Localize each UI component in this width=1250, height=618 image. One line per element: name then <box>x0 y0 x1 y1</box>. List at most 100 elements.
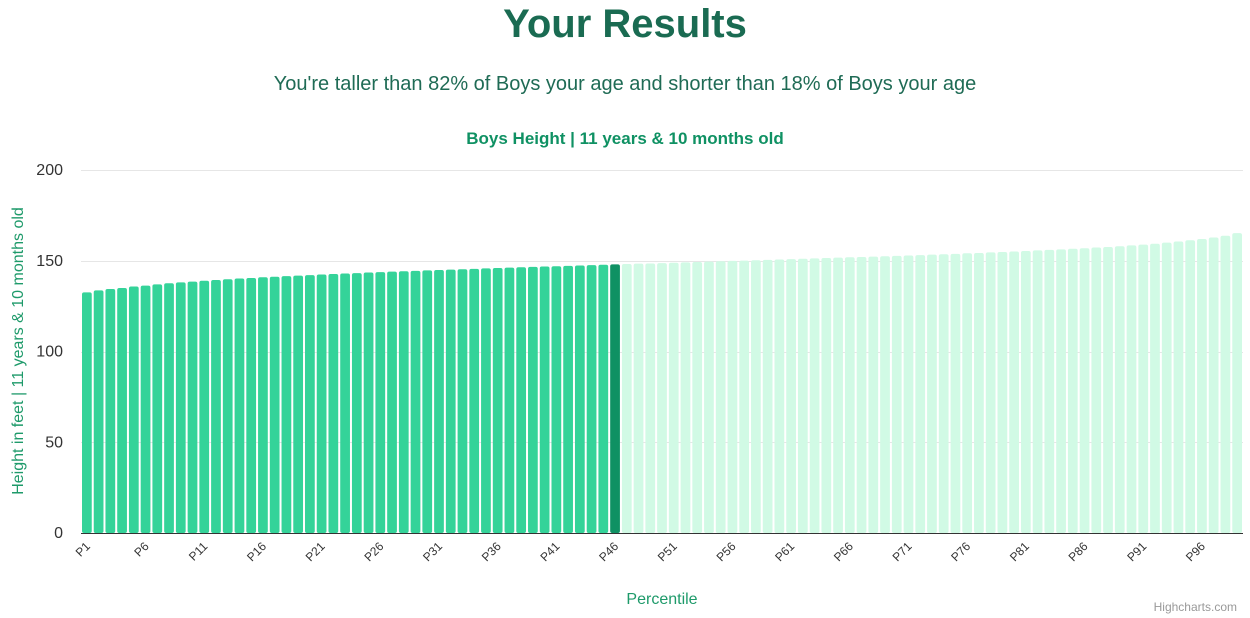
bar-p12[interactable] <box>211 279 221 533</box>
bar-p85[interactable] <box>1067 248 1078 533</box>
bar-p83[interactable] <box>1044 249 1055 534</box>
bar-p44[interactable] <box>586 265 597 533</box>
bar-p17[interactable] <box>269 276 280 533</box>
bar-p14[interactable] <box>234 278 245 533</box>
bar-p15[interactable] <box>246 277 257 533</box>
bar-p36[interactable] <box>492 268 503 533</box>
bar-p19[interactable] <box>293 275 304 533</box>
bar-p61[interactable] <box>786 259 796 533</box>
bar-p65[interactable] <box>833 257 843 533</box>
chart-credits[interactable]: Highcharts.com <box>1154 600 1237 614</box>
bar-p42[interactable] <box>563 265 573 533</box>
bar-p11[interactable] <box>199 280 210 533</box>
bar-p34[interactable] <box>469 268 480 533</box>
bar-p46[interactable] <box>610 264 620 533</box>
bar-p7[interactable] <box>152 284 163 533</box>
bar-p37[interactable] <box>504 267 515 533</box>
bar-p16[interactable] <box>258 277 268 533</box>
bar-p5[interactable] <box>128 286 139 533</box>
bar-p99[interactable] <box>1232 233 1242 533</box>
bar-p45[interactable] <box>598 264 609 533</box>
bar-p23[interactable] <box>340 273 350 533</box>
bar-p75[interactable] <box>950 253 961 533</box>
bar-p82[interactable] <box>1032 250 1043 533</box>
bar-p18[interactable] <box>281 276 292 533</box>
bar-p52[interactable] <box>680 262 691 533</box>
bar-p68[interactable] <box>868 256 879 533</box>
bar-p20[interactable] <box>305 275 315 533</box>
bar-p71[interactable] <box>903 255 914 534</box>
bar-p2[interactable] <box>93 290 104 533</box>
bar-p40[interactable] <box>539 266 550 533</box>
bar-p89[interactable] <box>1114 246 1125 534</box>
bar-p30[interactable] <box>422 270 433 533</box>
bar-p48[interactable] <box>633 263 644 533</box>
bar-p98[interactable] <box>1220 235 1231 533</box>
bar-p27[interactable] <box>387 271 397 533</box>
bar-p69[interactable] <box>880 256 890 533</box>
bar-p79[interactable] <box>997 252 1008 534</box>
bar-p74[interactable] <box>938 254 949 533</box>
bar-p54[interactable] <box>704 261 714 533</box>
bar-p39[interactable] <box>528 266 538 533</box>
bar-p55[interactable] <box>715 261 726 533</box>
bar-p49[interactable] <box>645 263 656 533</box>
bar-p43[interactable] <box>574 265 585 533</box>
bar-p67[interactable] <box>856 256 867 533</box>
bar-p57[interactable] <box>739 260 750 533</box>
bar-p96[interactable] <box>1197 238 1207 533</box>
bar-p62[interactable] <box>797 258 808 533</box>
bar-p21[interactable] <box>316 274 327 533</box>
bar-p6[interactable] <box>140 285 151 533</box>
bar-p53[interactable] <box>692 262 703 533</box>
bar-p91[interactable] <box>1138 244 1149 533</box>
bar-p3[interactable] <box>105 289 116 533</box>
bar-p26[interactable] <box>375 272 386 533</box>
bar-p4[interactable] <box>117 287 127 533</box>
bar-p78[interactable] <box>985 252 996 533</box>
bar-p13[interactable] <box>222 279 233 533</box>
bar-p41[interactable] <box>551 266 562 533</box>
bar-p38[interactable] <box>516 267 527 533</box>
bar-p32[interactable] <box>445 269 456 533</box>
bar-p97[interactable] <box>1208 237 1219 533</box>
bar-p24[interactable] <box>351 273 362 533</box>
bar-p10[interactable] <box>187 281 198 533</box>
bar-p73[interactable] <box>927 254 937 533</box>
bar-p86[interactable] <box>1079 248 1090 534</box>
bar-p9[interactable] <box>175 282 186 533</box>
bar-p59[interactable] <box>762 259 773 533</box>
bar-p92[interactable] <box>1150 243 1160 533</box>
bar-p8[interactable] <box>164 283 174 533</box>
bar-p33[interactable] <box>457 269 468 533</box>
bar-p60[interactable] <box>774 259 785 533</box>
bar-p93[interactable] <box>1161 242 1172 533</box>
bar-p70[interactable] <box>891 255 902 533</box>
bar-p90[interactable] <box>1126 245 1137 533</box>
bar-p95[interactable] <box>1185 240 1196 534</box>
bar-p63[interactable] <box>809 258 820 533</box>
bar-p31[interactable] <box>434 270 444 533</box>
bar-p94[interactable] <box>1173 241 1184 533</box>
bar-p77[interactable] <box>974 252 984 533</box>
bar-p56[interactable] <box>727 260 738 533</box>
bar-p84[interactable] <box>1056 249 1066 533</box>
bar-p29[interactable] <box>410 270 421 533</box>
bar-p47[interactable] <box>621 264 632 533</box>
bar-p81[interactable] <box>1020 250 1031 533</box>
bar-p28[interactable] <box>398 271 409 533</box>
bar-p72[interactable] <box>915 255 926 533</box>
bar-p66[interactable] <box>844 257 855 533</box>
bar-p50[interactable] <box>657 263 667 533</box>
bar-p35[interactable] <box>481 268 491 533</box>
bar-p87[interactable] <box>1091 247 1102 534</box>
bar-p64[interactable] <box>821 258 832 533</box>
bar-p88[interactable] <box>1103 246 1113 533</box>
bar-p22[interactable] <box>328 274 339 533</box>
bar-p25[interactable] <box>363 272 374 533</box>
bar-p51[interactable] <box>668 262 679 533</box>
bar-p1[interactable] <box>82 292 92 533</box>
bar-p58[interactable] <box>751 260 761 533</box>
bar-p76[interactable] <box>962 253 973 533</box>
bar-p80[interactable] <box>1009 251 1019 534</box>
